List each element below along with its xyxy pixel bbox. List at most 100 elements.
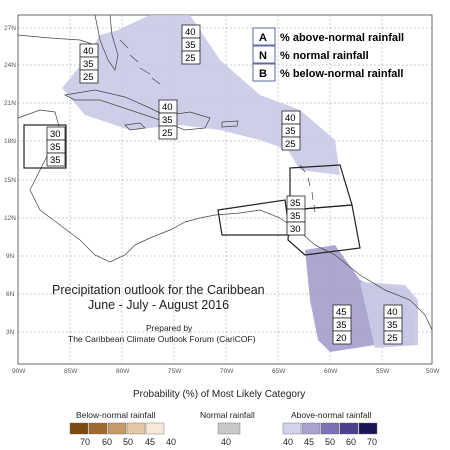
lat-tick: 24N [4, 62, 16, 69]
region-box-southern-caribbean: 35 35 30 [286, 195, 306, 236]
key-text: % below-normal rainfall [280, 68, 403, 80]
below-swatch [88, 422, 108, 435]
lon-tick: 55W [376, 368, 390, 375]
box-value: 35 [387, 320, 398, 331]
box-value: 35 [50, 155, 61, 166]
box-value: 30 [290, 224, 301, 235]
puerto-rico-coast [221, 120, 239, 128]
normal-scale: 40 [217, 422, 241, 447]
box-value: 35 [285, 126, 296, 137]
lon-tick: 65W [272, 368, 286, 375]
box-value: 25 [387, 333, 398, 344]
organization: The Caribbean Climate Outlook Forum (Car… [68, 334, 256, 344]
key-text: % above-normal rainfall [280, 32, 404, 44]
probability-legend-title: Probability (%) of Most Likely Category [133, 389, 305, 400]
florida-coast [94, 14, 119, 71]
above-swatch [320, 422, 340, 435]
lon-tick: 90W [12, 368, 26, 375]
key-letter: A [259, 32, 267, 44]
below-swatch [145, 422, 165, 435]
above-normal-label: Above-normal rainfall [291, 410, 371, 420]
lat-tick: 27N [4, 25, 16, 32]
scale-value: 60 [346, 437, 356, 447]
lesser-antilles [299, 164, 316, 213]
box-value: 35 [336, 320, 347, 331]
yucatan-coast [17, 109, 136, 263]
scale-value: 50 [123, 437, 133, 447]
lat-tick: 9N [6, 253, 15, 260]
lon-tick: 75W [168, 368, 182, 375]
below-swatch [107, 422, 127, 435]
below-swatch [126, 422, 146, 435]
lon-tick: 80W [116, 368, 130, 375]
above-swatch [358, 422, 378, 435]
lon-tick: 85W [64, 368, 78, 375]
lat-ticks: 27N 24N 21N 18N 15N 12N 9N 6N 3N [4, 25, 16, 336]
key-text: % normal rainfall [280, 50, 369, 62]
region-box-northern-leeward: 40 35 25 [281, 110, 301, 151]
normal-swatch [217, 422, 241, 435]
box-value: 40 [285, 113, 296, 124]
key-letter: B [259, 68, 267, 80]
below-normal-label: Below-normal rainfall [76, 410, 155, 420]
box-value: 40 [83, 46, 94, 57]
above-normal-scale: 40 45 50 60 70 [282, 422, 378, 447]
box-value: 40 [162, 102, 173, 113]
lat-tick: 15N [4, 177, 16, 184]
box-value: 35 [50, 142, 61, 153]
box-value: 35 [290, 211, 301, 222]
region-box-north-bahamas: 40 35 25 [181, 24, 201, 65]
category-key: A % above-normal rainfall N % normal rai… [252, 27, 404, 82]
above-swatch [301, 422, 321, 435]
box-value: 25 [285, 139, 296, 150]
region-box-bahamas-florida: 40 35 25 [79, 43, 99, 84]
above-swatch [282, 422, 302, 435]
box-value: 25 [162, 128, 173, 139]
lat-tick: 12N [4, 215, 16, 222]
key-row-below: B % below-normal rainfall [252, 63, 403, 82]
box-value: 45 [336, 307, 347, 318]
key-row-above: A % above-normal rainfall [252, 27, 404, 46]
box-value: 25 [185, 53, 196, 64]
lat-tick: 21N [4, 100, 16, 107]
gulf-coast [17, 34, 96, 46]
bahamas-islands [119, 39, 161, 85]
above-normal-region-north [62, 15, 340, 175]
scale-value: 70 [367, 437, 377, 447]
scale-value: 60 [102, 437, 112, 447]
scale-value: 50 [325, 437, 335, 447]
prepared-by: Prepared by [146, 323, 193, 333]
box-value: 35 [185, 40, 196, 51]
south-america-coast [314, 244, 433, 331]
scale-value: 70 [80, 437, 90, 447]
region-box-guyana-suriname: 45 35 20 [332, 304, 352, 345]
box-value: 40 [185, 27, 196, 38]
region-box-belize-yucatan: 30 35 35 [46, 126, 66, 167]
box-value: 30 [50, 129, 61, 140]
region-box-greater-antilles: 40 35 25 [158, 99, 178, 140]
lat-tick: 6N [6, 291, 15, 298]
lat-tick: 18N [4, 138, 16, 145]
below-swatch [69, 422, 89, 435]
box-value: 35 [290, 198, 301, 209]
lon-ticks: 90W 85W 80W 75W 70W 65W 60W 55W 50W [12, 368, 440, 375]
below-normal-scale: 70 60 50 45 40 [69, 422, 176, 447]
box-value: 40 [387, 307, 398, 318]
belize-yucatan-outline [23, 124, 67, 169]
lon-tick: 70W [220, 368, 234, 375]
box-value: 25 [83, 72, 94, 83]
jamaica-coast [124, 122, 146, 131]
box-value: 35 [83, 59, 94, 70]
scale-value: 45 [304, 437, 314, 447]
normal-label: Normal rainfall [200, 410, 255, 420]
scale-value: 45 [145, 437, 155, 447]
lon-tick: 60W [324, 368, 338, 375]
box-value: 20 [336, 333, 347, 344]
above-swatch [339, 422, 359, 435]
lon-tick: 50W [426, 368, 440, 375]
map-title: Precipitation outlook for the Caribbean [52, 283, 265, 297]
scale-value: 40 [166, 437, 176, 447]
box-value: 35 [162, 115, 173, 126]
probability-boxes: 40 35 25 40 35 25 40 35 25 30 35 35 [46, 24, 403, 345]
